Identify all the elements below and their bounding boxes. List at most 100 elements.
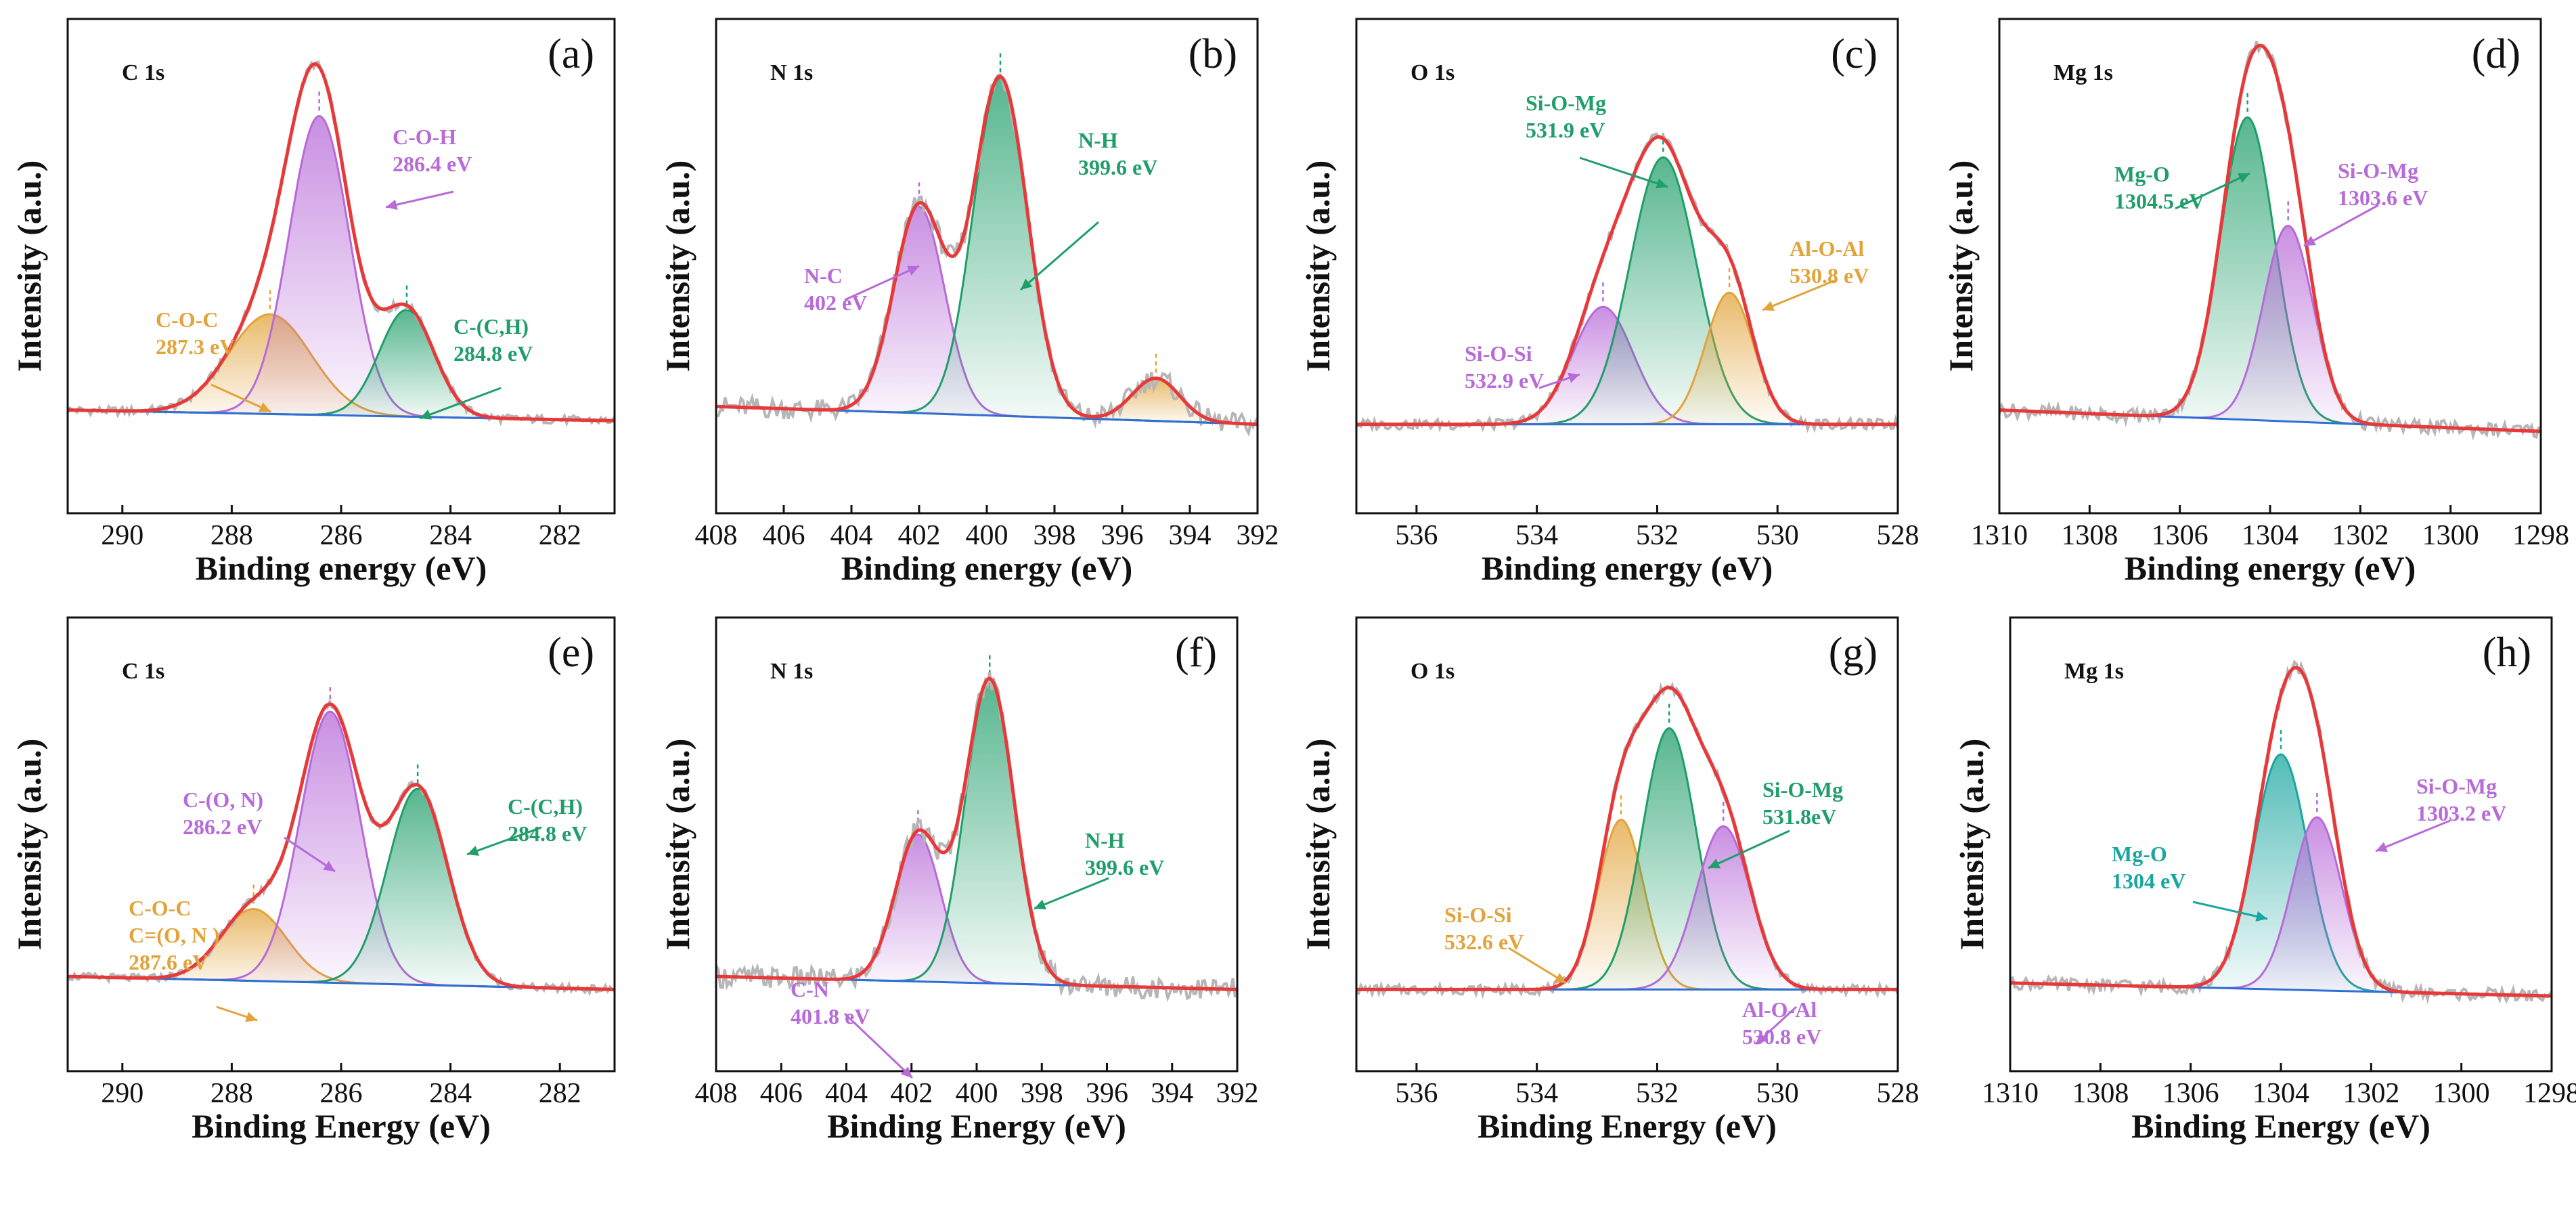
peak-annotation-si-o-mg: Si-O-Mg 1303.2 eV [2375, 774, 2506, 852]
x-tick-label: 288 [210, 1078, 253, 1109]
x-tick-label: 528 [1877, 1078, 1919, 1109]
spectrum-label: O 1s [1411, 659, 1454, 684]
y-axis-title: Intensity (a.u.) [10, 160, 48, 372]
peak-annotation-text: 399.6 eV [1085, 855, 1164, 880]
x-tick-label: 406 [763, 520, 805, 551]
envelope-line [715, 676, 1238, 991]
annotation-arrow [1579, 156, 1668, 188]
peak-fill-si-o-mg [1356, 728, 1898, 990]
spectrum-label: O 1s [1411, 60, 1454, 85]
annotation-arrowhead [1656, 178, 1668, 189]
annotation-arrow [844, 265, 920, 301]
peak-fill-n-h [716, 679, 1237, 990]
panel-d: 1310 1308 1306 1304 1302 1300 1298 Binding ener… [1942, 18, 2569, 587]
y-axis-title: Intensity (a.u.) [659, 160, 696, 372]
peak-annotation-si-o-mg: Si-O-Mg 1303.6 eV [2303, 158, 2428, 247]
annotation-arrowhead [420, 409, 432, 420]
envelope-line [2010, 666, 2552, 998]
peak-fill-si-o-mg [1356, 157, 1898, 425]
annotation-arrowhead [1708, 859, 1720, 869]
panel-b: 408 406 404 402 400 398 396 394 392 Binding energ… [659, 18, 1279, 587]
x-tick-label: 284 [429, 1078, 472, 1109]
envelope-line [68, 62, 615, 423]
peak-annotation-c-c-h-: C-(C,H)284.8 eV [466, 794, 587, 856]
peak-fill-c-o-c [68, 314, 615, 421]
peak-annotation-text: 530.8 eV [1742, 1024, 1821, 1049]
y-axis-title: Intensity (a.u.) [1299, 739, 1337, 951]
envelope-line [1356, 135, 1898, 427]
peak-annotation-text: C-(C,H) [453, 314, 529, 339]
peak-fill-n-h [716, 77, 1258, 425]
panel-f: 408 406 404 402 400 398 396 394 392 Binding Energ… [659, 616, 1259, 1145]
annotation-arrowhead [1568, 372, 1580, 383]
x-tick-label: 404 [830, 520, 873, 551]
peak-annotation-text: Mg-O [2112, 842, 2167, 866]
x-tick-label: 1304 [2252, 1078, 2309, 1109]
annotation-arrow [1020, 221, 1099, 291]
peak-annotation-text: Si-O-Mg [2338, 158, 2418, 183]
spectrum-label: C 1s [122, 60, 164, 85]
y-axis-title: Intensity (a.u.) [1942, 160, 1980, 372]
annotation-arrowhead [900, 1066, 912, 1078]
peak-annotation-text: 531.8eV [1762, 804, 1836, 829]
annotation-arrow [2175, 172, 2250, 210]
x-tick-label: 1300 [2433, 1078, 2490, 1109]
x-tick-label: 534 [1515, 520, 1558, 551]
spectrum-label: C 1s [122, 659, 164, 684]
peak-annotation-text: 287.6 eV [129, 950, 208, 974]
annotation-arrow [1708, 829, 1790, 869]
peak-fill-c-o-n- [68, 712, 615, 990]
panel-a: 290 288 286 284 282 Binding energy (eV) Intens… [10, 18, 616, 587]
annotation-arrow [385, 190, 454, 209]
annotation-arrow [2192, 901, 2268, 920]
x-tick-label: 530 [1756, 1078, 1799, 1109]
x-tick-label: 1304 [2242, 520, 2299, 551]
x-tick-label: 408 [695, 1078, 738, 1109]
annotation-arrowhead [259, 402, 271, 412]
spectrum-label: Mg 1s [2053, 60, 2113, 85]
peak-annotation-text: Si-O-Mg [1762, 777, 1843, 802]
x-tick-label: 1302 [2332, 520, 2389, 551]
peak-annotation-c-o-h: C-O-H 286.4 eV [385, 125, 472, 210]
annotation-arrow [419, 387, 502, 420]
peak-annotation-text: 287.3 eV [156, 334, 235, 359]
envelope-line [1999, 43, 2541, 433]
x-tick-label: 406 [760, 1078, 803, 1109]
x-tick-label: 400 [956, 1078, 998, 1109]
peak-annotation-text: Al-O-Al [1742, 997, 1817, 1022]
annotation-arrowhead [1034, 899, 1046, 910]
annotation-arrowhead [2376, 842, 2388, 852]
peak-annotation-text: Si-O-Si [1444, 903, 1512, 927]
peak-annotation-text: 284.8 eV [508, 821, 587, 846]
annotation-arrow [1034, 877, 1109, 910]
annotation-arrowhead [323, 861, 335, 871]
peak-annotation-si-o-mg: Si-O-Mg 531.9 eV [1526, 91, 1668, 189]
annotation-arrow [1762, 278, 1838, 311]
peak-annotation-text: C-O-H [393, 125, 456, 149]
x-tick-label: 394 [1151, 1078, 1193, 1109]
x-tick-label: 284 [429, 520, 472, 551]
peak-annotation-mg-o: Mg-O 1304 eV [2112, 842, 2268, 922]
x-tick-label: 1298 [2512, 520, 2569, 551]
spectrum-label: N 1s [770, 60, 813, 85]
x-tick-label: 1308 [2061, 520, 2118, 551]
x-tick-label: 288 [210, 520, 253, 551]
x-tick-label: 536 [1395, 1078, 1438, 1109]
peak-annotation-text: 286.2 eV [183, 815, 262, 839]
peak-annotation-text: C-(O, N) [183, 787, 263, 812]
peak-annotation-text: N-H [1078, 128, 1118, 152]
panel-letter: (h) [2483, 630, 2531, 676]
peak-annotation-text: 1304 eV [2112, 869, 2185, 893]
x-tick-label: 396 [1101, 520, 1144, 551]
x-tick-label: 1302 [2342, 1078, 2399, 1109]
x-tick-label: 392 [1216, 1078, 1259, 1109]
peak-fill-al-o-al [1356, 293, 1898, 425]
x-tick-label: 1310 [1982, 1078, 2039, 1109]
x-tick-label: 290 [101, 1078, 143, 1109]
envelope-line [67, 702, 615, 991]
plot-frame [1355, 18, 1899, 515]
